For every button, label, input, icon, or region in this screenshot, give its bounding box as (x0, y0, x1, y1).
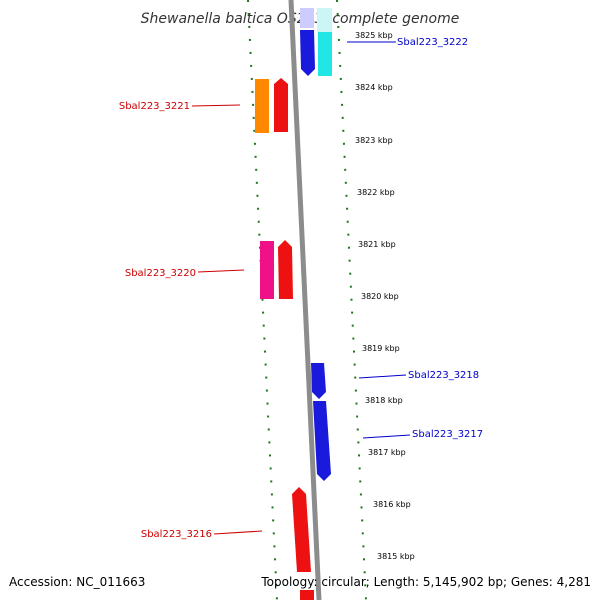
tick-label: 3825 kbp (355, 31, 393, 40)
gene-label-sbal223-3221[interactable]: Sbal223_3221 (119, 101, 190, 112)
tick-label: 3820 kbp (361, 292, 399, 301)
feature-red-gene-3 (292, 487, 311, 572)
leader-line-sbal223-3218 (358, 374, 407, 379)
leader-line-sbal223-3221 (191, 104, 241, 107)
feature-blue-gene-2 (311, 363, 326, 399)
tick-label: 3821 kbp (358, 240, 396, 249)
feature-blue-gene-1 (300, 30, 315, 76)
leader-line-sbal223-3220 (197, 269, 245, 273)
gene-label-sbal223-3216[interactable]: Sbal223_3216 (141, 529, 212, 540)
feature-orange-gene (255, 79, 269, 133)
feature-magenta-gene (260, 241, 274, 299)
tick-label: 3817 kbp (368, 448, 406, 457)
tick-label: 3822 kbp (357, 188, 395, 197)
inner-dotted-ring (247, 0, 278, 600)
topology-text: Topology: circular; Length: 5,145,902 bp… (261, 575, 591, 589)
tick-label: 3818 kbp (365, 396, 403, 405)
gene-label-sbal223-3218[interactable]: Sbal223_3218 (408, 370, 479, 381)
tick-labels: 3825 kbp 3824 kbp 3823 kbp 3822 kbp 3821… (355, 31, 415, 561)
accession-text: Accession: NC_011663 (9, 575, 146, 589)
feature-red-gene-2 (278, 240, 293, 299)
tick-label: 3819 kbp (362, 344, 400, 353)
leader-line-sbal223-3216 (213, 530, 263, 535)
feature-lavender-highlight (300, 8, 314, 28)
feature-red-gene-1 (274, 78, 288, 132)
tick-label: 3815 kbp (377, 552, 415, 561)
feature-blue-gene-3 (313, 401, 331, 481)
feature-red-gene-4 (300, 590, 314, 600)
gene-label-sbal223-3222[interactable]: Sbal223_3222 (397, 37, 468, 48)
gene-label-sbal223-3220[interactable]: Sbal223_3220 (125, 268, 196, 279)
tick-label: 3824 kbp (355, 83, 393, 92)
outer-dotted-ring (336, 0, 367, 600)
tick-label: 3816 kbp (373, 500, 411, 509)
feature-pale-cyan-highlight (317, 8, 332, 32)
gene-label-sbal223-3217[interactable]: Sbal223_3217 (412, 429, 483, 440)
genome-backbone (288, 0, 322, 600)
feature-cyan-gene (318, 32, 332, 76)
tick-label: 3823 kbp (355, 136, 393, 145)
leader-line-sbal223-3217 (362, 434, 411, 439)
